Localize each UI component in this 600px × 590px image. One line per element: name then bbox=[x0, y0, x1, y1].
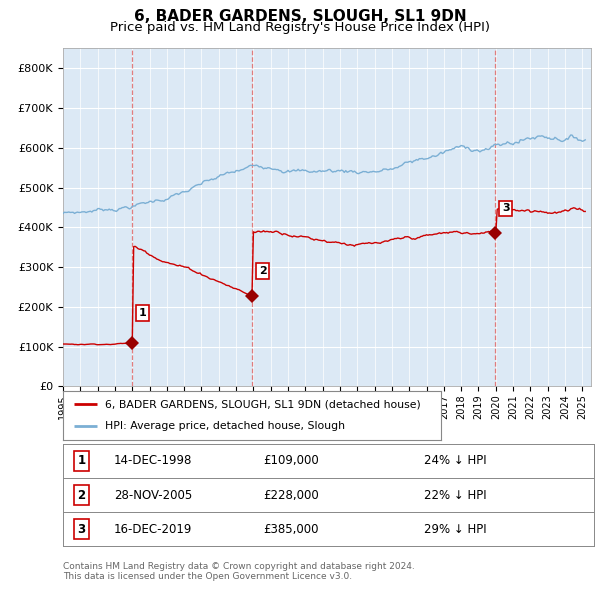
Text: £228,000: £228,000 bbox=[263, 489, 319, 502]
Text: 3: 3 bbox=[77, 523, 86, 536]
Text: 3: 3 bbox=[502, 204, 509, 214]
Text: 28-NOV-2005: 28-NOV-2005 bbox=[114, 489, 193, 502]
Text: 6, BADER GARDENS, SLOUGH, SL1 9DN (detached house): 6, BADER GARDENS, SLOUGH, SL1 9DN (detac… bbox=[104, 399, 421, 409]
Text: 24% ↓ HPI: 24% ↓ HPI bbox=[424, 454, 487, 467]
Text: 1: 1 bbox=[77, 454, 86, 467]
Text: 2: 2 bbox=[259, 266, 266, 276]
Text: 16-DEC-2019: 16-DEC-2019 bbox=[114, 523, 193, 536]
Text: 14-DEC-1998: 14-DEC-1998 bbox=[114, 454, 193, 467]
Text: 2: 2 bbox=[77, 489, 86, 502]
Text: HPI: Average price, detached house, Slough: HPI: Average price, detached house, Slou… bbox=[104, 421, 344, 431]
Text: 29% ↓ HPI: 29% ↓ HPI bbox=[424, 523, 487, 536]
Text: £109,000: £109,000 bbox=[263, 454, 319, 467]
Text: 22% ↓ HPI: 22% ↓ HPI bbox=[424, 489, 487, 502]
Text: 1: 1 bbox=[139, 308, 146, 318]
Text: Contains HM Land Registry data © Crown copyright and database right 2024.
This d: Contains HM Land Registry data © Crown c… bbox=[63, 562, 415, 581]
Text: £385,000: £385,000 bbox=[263, 523, 319, 536]
Text: Price paid vs. HM Land Registry's House Price Index (HPI): Price paid vs. HM Land Registry's House … bbox=[110, 21, 490, 34]
Text: 6, BADER GARDENS, SLOUGH, SL1 9DN: 6, BADER GARDENS, SLOUGH, SL1 9DN bbox=[134, 9, 466, 24]
